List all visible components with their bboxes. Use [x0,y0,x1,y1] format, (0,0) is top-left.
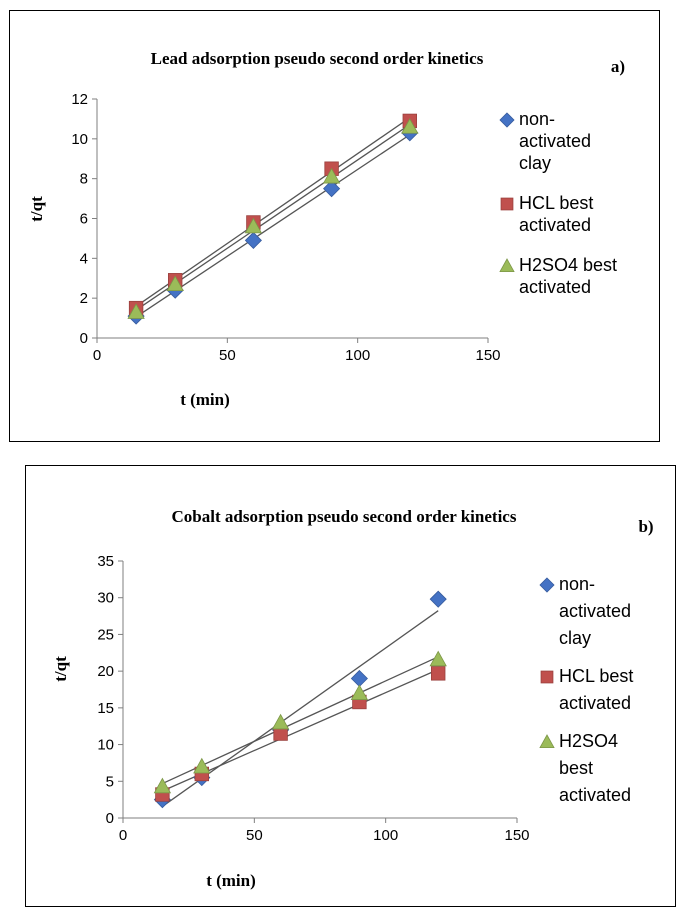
legend-marker [539,577,555,593]
data-point [127,303,145,319]
chart-panel-cobalt: Cobalt adsorption pseudo second order ki… [25,465,676,907]
y-tick-label: 4 [80,250,88,267]
legend-label: activated [519,277,591,297]
data-point [153,777,172,794]
chart-title: Cobalt adsorption pseudo second order ki… [172,507,517,526]
data-point [429,590,447,608]
data-point [166,275,184,292]
data-point [244,217,263,234]
data-point [430,666,446,681]
legend-marker [499,112,515,128]
lead-kinetics-chart: Lead adsorption pseudo second order kine… [27,49,625,409]
data-point [350,669,368,688]
legend-marker [540,670,554,684]
y-tick-label: 6 [80,211,88,228]
panel-label: b) [638,517,653,536]
data-point [244,231,262,249]
x-axis-label: t (min) [180,390,230,409]
y-tick-label: 0 [106,810,114,827]
x-tick-label: 0 [119,827,127,844]
chart-title: Lead adsorption pseudo second order kine… [151,49,484,68]
y-tick-label: 30 [97,590,114,607]
x-tick-label: 50 [246,827,263,844]
data-point [429,650,447,667]
data-point [322,167,341,184]
legend-label: non- [559,574,595,594]
y-axis-label: t/qt [51,656,70,682]
y-tick-label: 25 [97,626,114,643]
y-tick-label: 20 [97,663,114,680]
legend-marker [499,258,515,273]
x-axis-label: t (min) [206,871,256,890]
legend-label: best [559,758,593,778]
legend-marker [539,734,555,749]
x-tick-label: 50 [219,347,236,364]
y-tick-label: 10 [71,131,88,148]
y-tick-label: 8 [80,171,88,188]
legend-label: HCL best [559,666,633,686]
data-point [350,684,369,700]
data-point [193,757,211,774]
legend-label: activated [519,131,591,151]
legend-label: activated [559,601,631,621]
y-axis-label: t/qt [27,196,46,222]
y-tick-label: 10 [97,737,114,754]
cobalt-kinetics-chart: Cobalt adsorption pseudo second order ki… [51,507,654,890]
legend-label: H2SO4 best [519,255,617,275]
y-tick-label: 2 [80,290,88,307]
y-tick-label: 5 [106,773,114,790]
trendline [162,656,439,785]
legend-label: activated [559,785,631,805]
legend-label: H2SO4 [559,731,618,751]
data-point [323,180,341,198]
legend-label: activated [559,693,631,713]
chart-panel-lead: Lead adsorption pseudo second order kine… [9,10,660,442]
legend-label: clay [519,153,551,173]
x-tick-label: 0 [93,347,101,364]
legend-label: clay [559,628,591,648]
y-tick-label: 35 [97,553,114,570]
data-point [271,713,290,730]
panel-label: a) [611,57,625,76]
legend-marker [500,197,514,211]
legend-label: non- [519,109,555,129]
data-point [401,118,419,134]
x-tick-label: 100 [373,827,398,844]
legend-label: HCL best [519,193,593,213]
x-tick-label: 150 [475,347,500,364]
x-tick-label: 150 [504,827,529,844]
y-tick-label: 0 [80,330,88,347]
y-tick-label: 12 [71,91,88,108]
y-tick-label: 15 [97,700,114,717]
x-tick-label: 100 [345,347,370,364]
legend-label: activated [519,215,591,235]
